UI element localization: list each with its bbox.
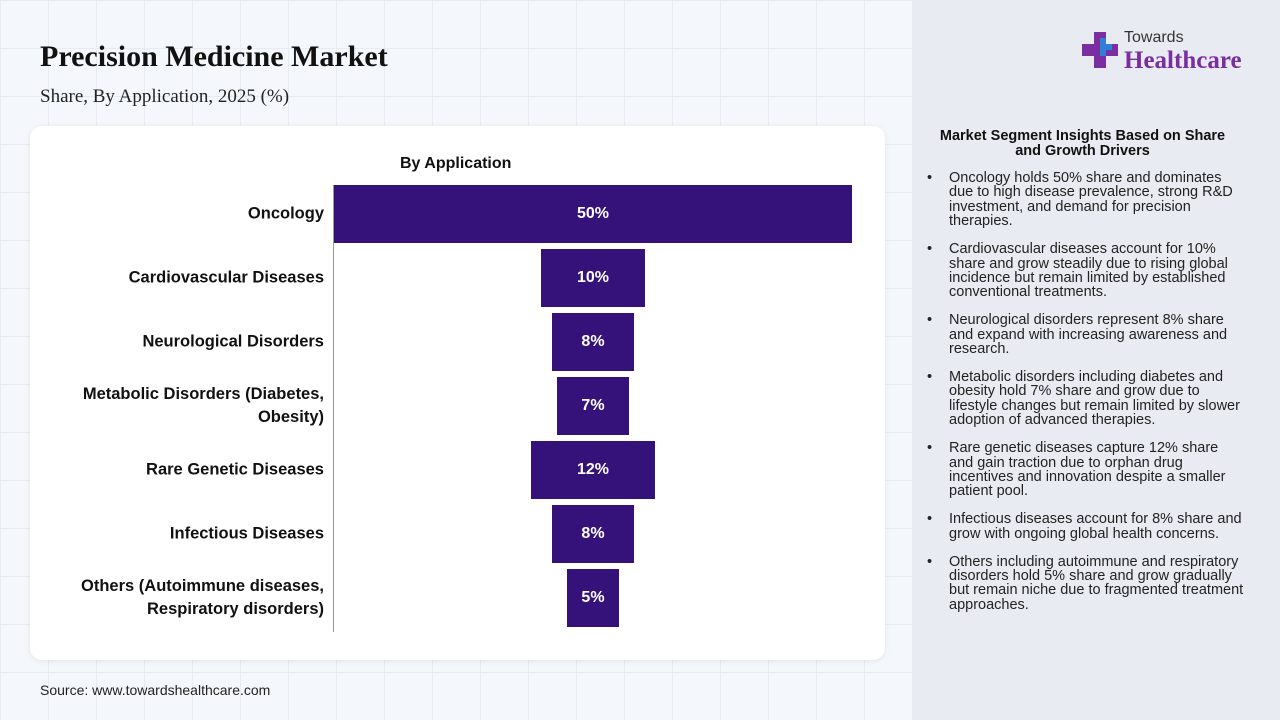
bar: 5% bbox=[567, 569, 619, 627]
value-label: 8% bbox=[581, 333, 605, 350]
insights-list: Oncology holds 50% share and dominates d… bbox=[927, 171, 1245, 626]
category-label: Neurological Disorders bbox=[142, 332, 324, 351]
bar: 8% bbox=[551, 505, 635, 563]
category-label: Infectious Diseases bbox=[169, 524, 324, 543]
insight-item: Others including autoimmune and respirat… bbox=[927, 554, 1245, 613]
logo-text: Healthcare bbox=[1124, 47, 1242, 74]
insight-item: Neurological disorders represent 8% shar… bbox=[927, 313, 1245, 356]
bar: 12% bbox=[530, 441, 656, 499]
category-label: Cardiovascular Diseases bbox=[128, 268, 324, 287]
value-label: 50% bbox=[576, 205, 610, 222]
logo-text: Towards bbox=[1124, 29, 1184, 46]
chart-title: By Application bbox=[400, 155, 512, 172]
insight-item: Cardiovascular diseases account for 10% … bbox=[927, 242, 1245, 300]
insight-item: Infectious diseases account for 8% share… bbox=[927, 512, 1245, 541]
insights-title: Market Segment Insights Based on Share a… bbox=[939, 128, 1226, 159]
category-label: Rare Genetic Diseases bbox=[146, 460, 324, 479]
page-title: Precision Medicine Market bbox=[40, 40, 388, 73]
value-label: 12% bbox=[576, 461, 609, 478]
bar: 8% bbox=[551, 313, 635, 371]
bar: 50% bbox=[334, 185, 852, 243]
page-subtitle: Share, By Application, 2025 (%) bbox=[40, 86, 290, 107]
logo-icon bbox=[1082, 32, 1118, 68]
value-label: 5% bbox=[581, 589, 605, 606]
bar: 7% bbox=[556, 377, 630, 435]
insight-item: Oncology holds 50% share and dominates d… bbox=[927, 171, 1245, 229]
value-label: 10% bbox=[576, 269, 609, 286]
value-label: 8% bbox=[581, 525, 605, 542]
category-label: Others (Autoimmune diseases, Respiratory… bbox=[81, 577, 324, 618]
category-label: Oncology bbox=[247, 204, 324, 223]
insight-item: Metabolic disorders including diabetes a… bbox=[927, 370, 1245, 428]
value-label: 7% bbox=[581, 397, 605, 414]
axis-line bbox=[333, 185, 334, 632]
bar: 10% bbox=[541, 249, 645, 307]
source: Source: www.towardshealthcare.com bbox=[40, 682, 271, 698]
insight-item: Rare genetic diseases capture 12% share … bbox=[927, 441, 1245, 499]
category-label: Metabolic Disorders (Diabetes, Obesity) bbox=[82, 385, 324, 426]
